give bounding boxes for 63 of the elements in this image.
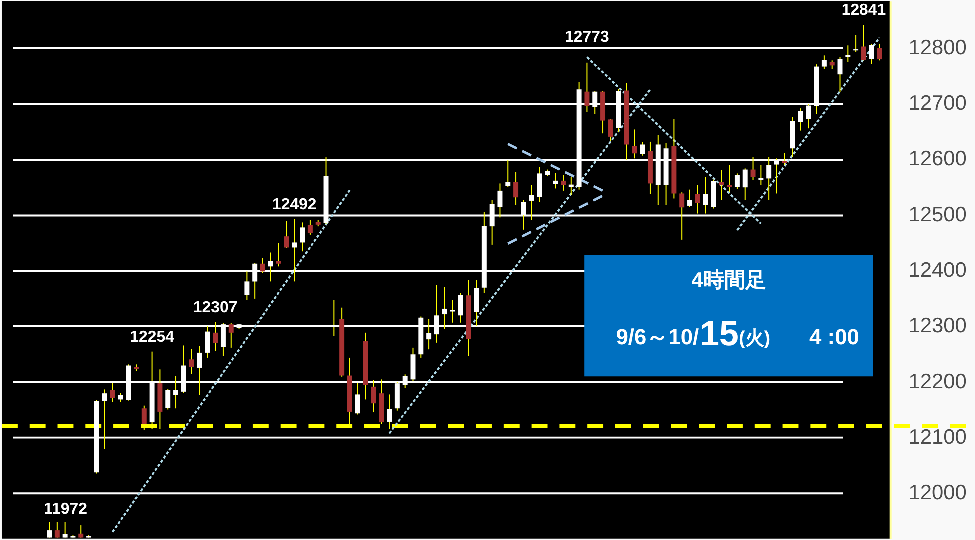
- candlestick: [584, 62, 590, 113]
- candlestick: [640, 142, 646, 156]
- y-tick-label: 12800: [908, 36, 967, 60]
- candlestick: [561, 174, 566, 192]
- candlestick: [118, 392, 124, 403]
- candlestick: [798, 108, 804, 132]
- annotation: 12773: [565, 28, 610, 46]
- candlestick: [758, 164, 764, 186]
- candlestick: [166, 388, 171, 410]
- candlestick: [822, 55, 827, 70]
- y-tick-label: 12600: [908, 148, 967, 171]
- annotation: 4 :00: [810, 324, 860, 350]
- candlestick: [680, 192, 685, 240]
- candlestick: [553, 172, 558, 190]
- candlestick: [846, 45, 851, 63]
- annotation: 9/6～10/: [616, 324, 700, 350]
- annotation: 11972: [44, 501, 88, 518]
- candlestick: [869, 43, 874, 65]
- candlestick: [861, 24, 866, 62]
- annotation: 12492: [272, 196, 317, 214]
- candlestick: [719, 170, 724, 201]
- candlestick: [734, 173, 740, 190]
- candlestick: [838, 56, 843, 93]
- candlestick: [371, 380, 376, 414]
- candlestick: [458, 292, 464, 324]
- candlestick: [78, 525, 84, 538]
- candlestick: [284, 220, 290, 249]
- candlestick: [877, 43, 882, 62]
- candlestick: [54, 522, 60, 538]
- annotation: 15: [700, 314, 739, 354]
- candlestick: [632, 129, 638, 160]
- candlestick: [695, 184, 700, 214]
- annotation: 4時間足: [692, 268, 766, 292]
- candlestick: [782, 152, 788, 166]
- y-tick-label: 12100: [908, 426, 967, 450]
- candlestick: [450, 300, 456, 324]
- y-tick-label: 12300: [908, 314, 967, 338]
- candlestick: [189, 348, 194, 375]
- candlestick: [854, 34, 859, 53]
- candlestick: [387, 394, 392, 430]
- annotation: 12841: [842, 2, 886, 20]
- candlestick: [228, 322, 234, 348]
- y-tick-label: 12700: [908, 92, 967, 116]
- annotation: 12254: [130, 328, 175, 346]
- candlestick: [276, 242, 282, 268]
- annotation: 12307: [193, 299, 238, 316]
- candlestick: [308, 220, 313, 236]
- candlestick: [537, 166, 542, 203]
- candlestick: [260, 258, 266, 274]
- candlestick: [742, 168, 748, 201]
- y-tick-label: 12500: [908, 203, 967, 226]
- y-tick-label: 12400: [908, 259, 967, 282]
- candlestick: [213, 322, 218, 352]
- candlestick: [750, 156, 756, 181]
- annotation: (火): [738, 328, 771, 350]
- candlestick: [727, 164, 732, 193]
- candlestick: [514, 172, 519, 206]
- y-tick-label: 12000: [908, 482, 967, 505]
- candlestick: [568, 176, 574, 196]
- candlestick: [688, 189, 692, 208]
- y-tick-label: 12200: [908, 370, 967, 394]
- candlestick: [608, 118, 614, 142]
- candlestick: [300, 222, 306, 252]
